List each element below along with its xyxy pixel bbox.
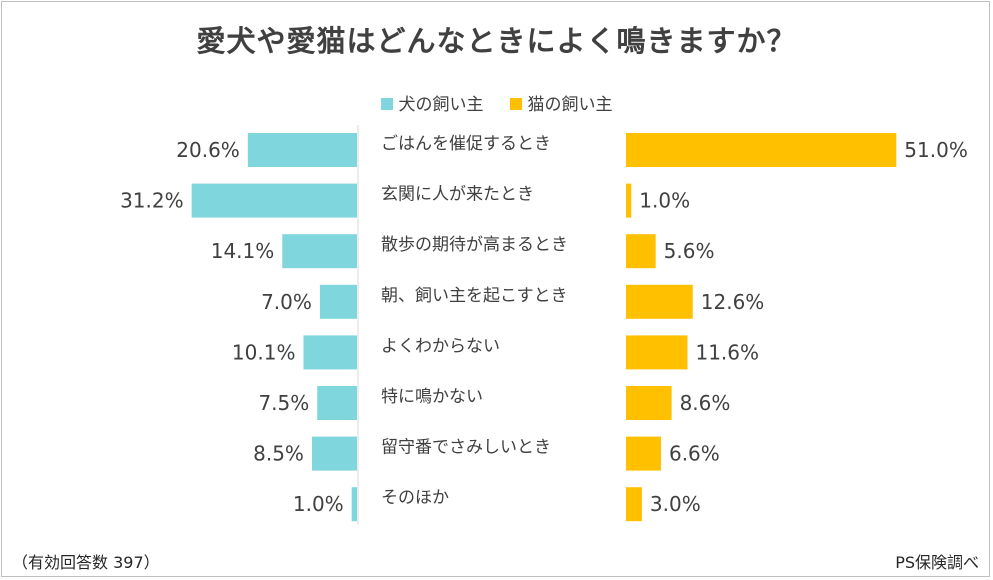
data-label-dog: 1.0% [293, 492, 344, 516]
data-label-cat: 8.6% [680, 391, 731, 415]
bar-cat [626, 436, 661, 471]
bar-dog [317, 386, 357, 420]
category-label: そのほか [381, 488, 449, 508]
bar-cat [626, 133, 897, 167]
data-label-dog: 10.1% [232, 340, 296, 364]
bar-dog [351, 487, 357, 522]
data-label-dog: 31.2% [120, 189, 184, 213]
data-label-dog: 20.6% [176, 138, 240, 162]
legend-swatch-cat [509, 98, 522, 110]
bar-dog [191, 183, 357, 218]
data-label-dog: 8.5% [253, 442, 304, 466]
bar-dog [311, 436, 357, 471]
bar-cat [626, 386, 672, 420]
sample-size-note: （有効回答数 397） [12, 553, 160, 572]
bar-dog [247, 133, 357, 167]
data-label-cat: 12.6% [701, 290, 765, 314]
legend-label-cat: 猫の飼い主 [527, 95, 613, 115]
chart-title: 愛犬や愛猫はどんなときによく鳴きますか？ [196, 24, 797, 58]
bar-cat [626, 284, 693, 319]
legend-item-cat: 猫の飼い主 [509, 90, 613, 115]
category-label: 朝、飼い主を起こすとき [381, 286, 568, 306]
data-label-cat: 6.6% [669, 442, 720, 466]
data-label-dog: 7.0% [261, 290, 312, 314]
category-label: 特に鳴かない [381, 387, 483, 407]
bar-cat [626, 183, 632, 218]
data-label-dog: 14.1% [211, 239, 275, 263]
category-label: ごはんを催促するとき [381, 134, 551, 154]
bar-dog [303, 335, 357, 370]
data-label-cat: 3.0% [650, 492, 701, 516]
legend: 犬の飼い主 猫の飼い主 [0, 90, 993, 115]
legend-item-dog: 犬の飼い主 [380, 90, 484, 115]
data-label-dog: 7.5% [258, 391, 309, 415]
source-note: PS保険調べ [895, 553, 979, 572]
bar-cat [626, 234, 656, 269]
bar-dog [319, 284, 357, 319]
category-label: 留守番でさみしいとき [381, 438, 551, 458]
legend-label-dog: 犬の飼い主 [398, 95, 484, 115]
data-label-cat: 1.0% [639, 189, 690, 213]
bar-cat [626, 335, 688, 370]
category-label: 玄関に人が来たとき [381, 185, 534, 205]
category-label: 散歩の期待が高まるとき [381, 235, 568, 255]
data-label-cat: 5.6% [664, 239, 715, 263]
data-label-cat: 11.6% [695, 340, 759, 364]
bar-dog [282, 234, 357, 269]
bar-cat [626, 487, 642, 522]
data-label-cat: 51.0% [904, 138, 968, 162]
legend-swatch-dog [380, 98, 393, 110]
category-label: よくわからない [381, 336, 500, 356]
